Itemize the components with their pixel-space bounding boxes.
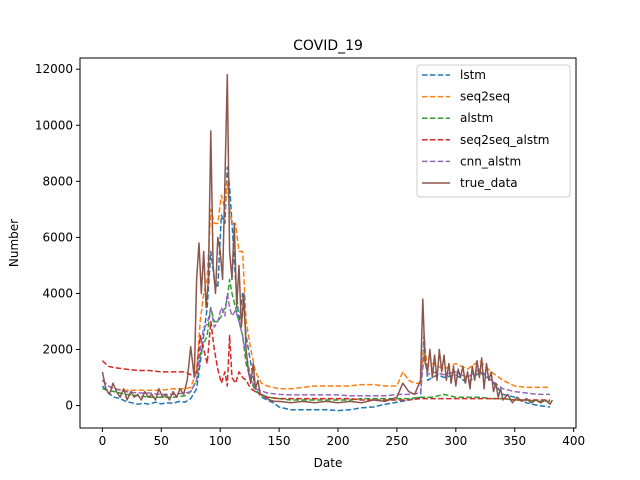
y-axis-ticks: 0 2000 4000 6000 8000 10000 12000 xyxy=(35,62,80,413)
y-axis-label: Number xyxy=(7,219,21,267)
y-tick-label: 12000 xyxy=(35,62,73,76)
series-line-lstm xyxy=(101,166,551,412)
y-tick-label: 10000 xyxy=(35,118,73,132)
legend-label-cnn-alstm: cnn_alstm xyxy=(460,154,521,168)
legend-label-seq2seq: seq2seq xyxy=(460,90,510,104)
y-tick-label: 8000 xyxy=(42,174,73,188)
plot-area xyxy=(79,57,577,429)
y-tick-label: 0 xyxy=(65,399,73,413)
legend-label-true-data: true_data xyxy=(460,176,518,190)
x-tick-label: 0 xyxy=(99,434,107,448)
plot-frame xyxy=(79,57,577,429)
x-axis-label: Date xyxy=(314,456,343,470)
chart-title: COVID_19 xyxy=(293,38,363,54)
x-tick-label: 50 xyxy=(154,434,169,448)
x-tick-label: 300 xyxy=(444,434,467,448)
x-tick-label: 200 xyxy=(327,434,350,448)
y-tick-label: 4000 xyxy=(42,286,73,300)
y-tick-label: 2000 xyxy=(42,343,73,357)
x-tick-label: 100 xyxy=(209,434,232,448)
x-tick-label: 150 xyxy=(268,434,291,448)
legend-label-alstm: alstm xyxy=(460,111,493,125)
series-line-true-data xyxy=(101,74,554,405)
series-layer xyxy=(101,74,554,412)
y-tick-label: 6000 xyxy=(42,230,73,244)
series-line-seq2seq-alstm xyxy=(101,320,551,401)
x-tick-label: 400 xyxy=(562,434,585,448)
legend-box xyxy=(416,64,571,198)
legend: lstm seq2seq alstm seq2seq_alstm cnn_alstmtr… xyxy=(416,64,571,198)
series-line-seq2seq xyxy=(101,180,551,391)
x-tick-label: 250 xyxy=(385,434,408,448)
legend-label-lstm: lstm xyxy=(460,68,486,82)
x-axis-ticks: 0 50 100 150 200 250 300 350 400 xyxy=(99,428,585,448)
x-tick-label: 350 xyxy=(503,434,526,448)
legend-label-seq2seq-alstm: seq2seq_alstm xyxy=(460,133,549,147)
